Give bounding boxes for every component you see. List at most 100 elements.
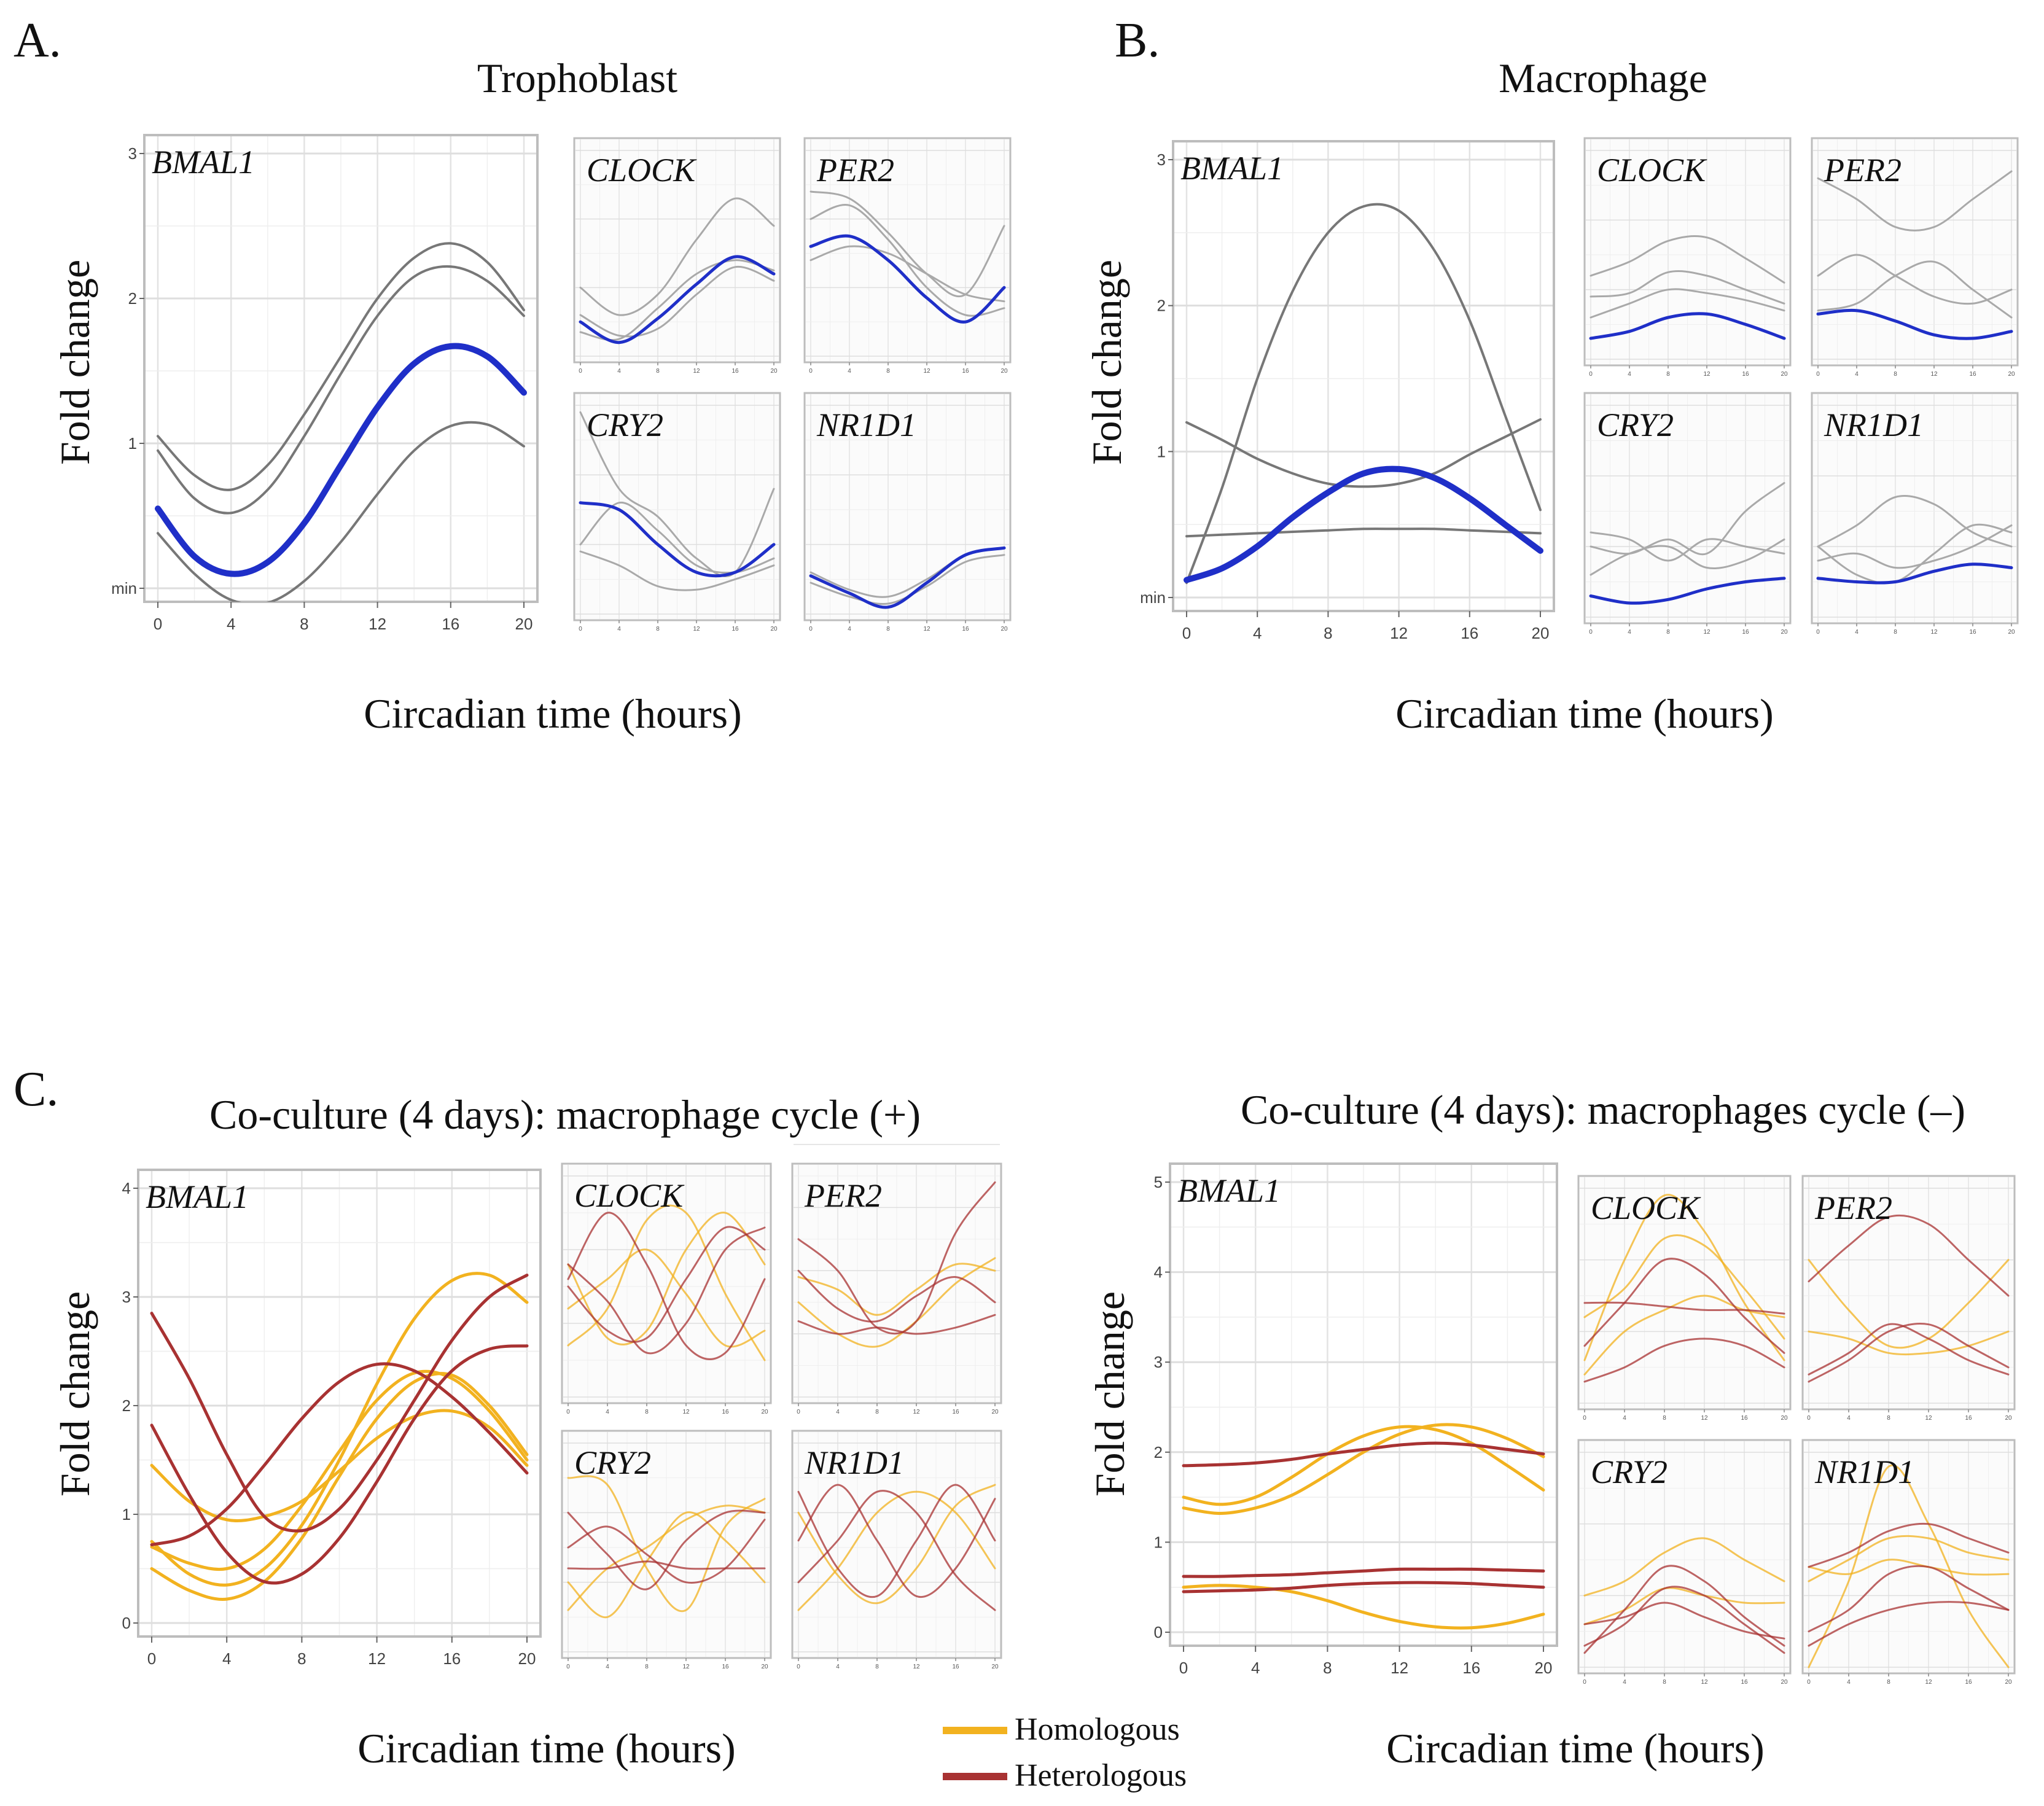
series-line-heterologous <box>150 1344 529 1585</box>
x-tick-label: 4 <box>617 626 621 632</box>
series-line-homologous <box>1583 1194 1785 1361</box>
series-line-heterologous <box>1808 1322 2010 1383</box>
series-line-heterologous <box>797 1484 996 1598</box>
x-tick-label: 8 <box>875 1409 879 1415</box>
plot-per2-coculture-minus: PER2 0 4 8 12 16 20 <box>1801 1175 2016 1422</box>
series-line-heterologous <box>567 1509 766 1590</box>
series-line-rep <box>809 245 1005 303</box>
y-tick-label: 0 <box>122 1614 131 1632</box>
series-group <box>567 1475 766 1618</box>
x-tick-label: 20 <box>1781 371 1788 378</box>
x-tick-label: 8 <box>1894 629 1897 636</box>
y-axis-title-b: Fold change <box>1083 260 1130 465</box>
x-tick-label: 20 <box>1781 1679 1788 1686</box>
series-group <box>1816 170 2013 340</box>
series-group <box>1583 1537 1785 1654</box>
x-tick-label: 8 <box>300 615 308 633</box>
series-line-homologous <box>567 1248 766 1348</box>
panel-title-coculture-plus: Co-culture (4 days): macrophage cycle (+… <box>209 1091 921 1138</box>
gene-label: PER2 <box>1814 1189 1892 1226</box>
y-tick-label: min <box>111 579 137 597</box>
y-axis-title-c2: Fold change <box>1086 1291 1133 1497</box>
series-line-homologous <box>567 1475 766 1613</box>
gene-label: NR1D1 <box>816 407 916 443</box>
x-tick-label: 8 <box>656 626 660 632</box>
x-tick-label: 12 <box>923 368 930 375</box>
series-line-heterologous <box>150 1362 529 1547</box>
series-line-mean <box>1816 562 2013 585</box>
x-tick-label: 20 <box>1781 629 1788 636</box>
series-line-rep <box>1817 254 2013 305</box>
x-tick-label: 16 <box>1461 624 1478 642</box>
series-group <box>1184 203 1543 585</box>
series-line-heterologous <box>1583 1258 1785 1354</box>
y-axis-title-c1: Fold change <box>52 1291 98 1497</box>
x-tick-label: 4 <box>1253 624 1262 642</box>
x-tick-label: 20 <box>515 615 533 633</box>
x-tick-label: 4 <box>1847 1679 1851 1686</box>
x-tick-label: 16 <box>952 1409 959 1415</box>
x-tick-label: 12 <box>682 1664 690 1670</box>
y-tick-label: 4 <box>122 1179 131 1197</box>
x-tick-label: 4 <box>1628 629 1631 636</box>
series-line-homologous <box>1808 1535 2010 1582</box>
series-line-rep <box>1590 288 1785 319</box>
series-line-homologous <box>1808 1330 2010 1356</box>
series-group <box>1583 1194 1785 1383</box>
x-tick-label: 12 <box>1930 371 1938 378</box>
x-tick-label: 20 <box>1001 368 1008 375</box>
x-tick-label: 16 <box>962 626 969 632</box>
series-line-rep <box>157 421 525 602</box>
series-line-rep <box>157 265 525 515</box>
series-group <box>809 546 1006 609</box>
series-line-rep <box>1185 527 1542 538</box>
x-tick-label: 12 <box>1925 1679 1932 1686</box>
x-tick-label: 20 <box>2005 1415 2012 1422</box>
x-tick-label: 16 <box>731 626 739 632</box>
x-tick-label: 16 <box>1965 1415 1972 1422</box>
x-tick-label: 16 <box>1741 1679 1748 1686</box>
x-tick-label: 12 <box>913 1409 920 1415</box>
series-line-homologous <box>1808 1259 2010 1349</box>
x-tick-label: 4 <box>606 1409 609 1415</box>
y-tick-label: 2 <box>122 1396 131 1415</box>
x-tick-label: 4 <box>848 368 851 375</box>
series-line-mean <box>1589 312 1786 340</box>
gene-label: CRY2 <box>574 1444 651 1481</box>
series-line-heterologous <box>1182 1441 1545 1468</box>
plot-per2-macrophage: PER2 0 4 8 12 16 20 <box>1811 137 2019 378</box>
x-tick-label: 16 <box>443 1649 461 1668</box>
series-group <box>155 242 527 602</box>
series-line-heterologous <box>1583 1602 1785 1640</box>
x-tick-label: 16 <box>722 1664 729 1670</box>
x-tick-label: 8 <box>1887 1679 1890 1686</box>
y-tick-label: 3 <box>128 144 137 163</box>
series-line-heterologous <box>1583 1586 1785 1654</box>
series-line-homologous <box>150 1372 529 1601</box>
x-tick-label: 0 <box>1179 1659 1188 1677</box>
series-line-rep <box>1590 235 1785 284</box>
plot-cry2-coculture-minus: CRY2 0 4 8 12 16 20 <box>1577 1439 1792 1686</box>
x-tick-label: 12 <box>913 1664 920 1670</box>
x-tick-label: 0 <box>154 615 162 633</box>
gene-label: PER2 <box>1824 152 1902 189</box>
x-tick-label: 4 <box>1251 1659 1260 1677</box>
series-line-heterologous <box>1583 1301 1785 1315</box>
gene-label: CLOCK <box>1591 1189 1701 1226</box>
x-tick-label: 0 <box>1807 1415 1811 1422</box>
series-line-rep <box>1185 418 1542 488</box>
series-group <box>1808 1464 2010 1668</box>
series-group <box>579 411 776 591</box>
gene-label: CLOCK <box>1597 152 1707 189</box>
x-tick-label: 0 <box>1182 624 1191 642</box>
y-tick-label: 0 <box>1154 1623 1163 1641</box>
y-tick-label: 4 <box>1154 1263 1163 1282</box>
series-line-heterologous <box>567 1519 766 1584</box>
series-line-heterologous <box>150 1274 529 1533</box>
x-tick-label: 8 <box>1666 629 1670 636</box>
series-line-heterologous <box>567 1212 766 1360</box>
series-line-heterologous <box>1808 1601 2010 1647</box>
series-line-mean <box>155 343 527 577</box>
